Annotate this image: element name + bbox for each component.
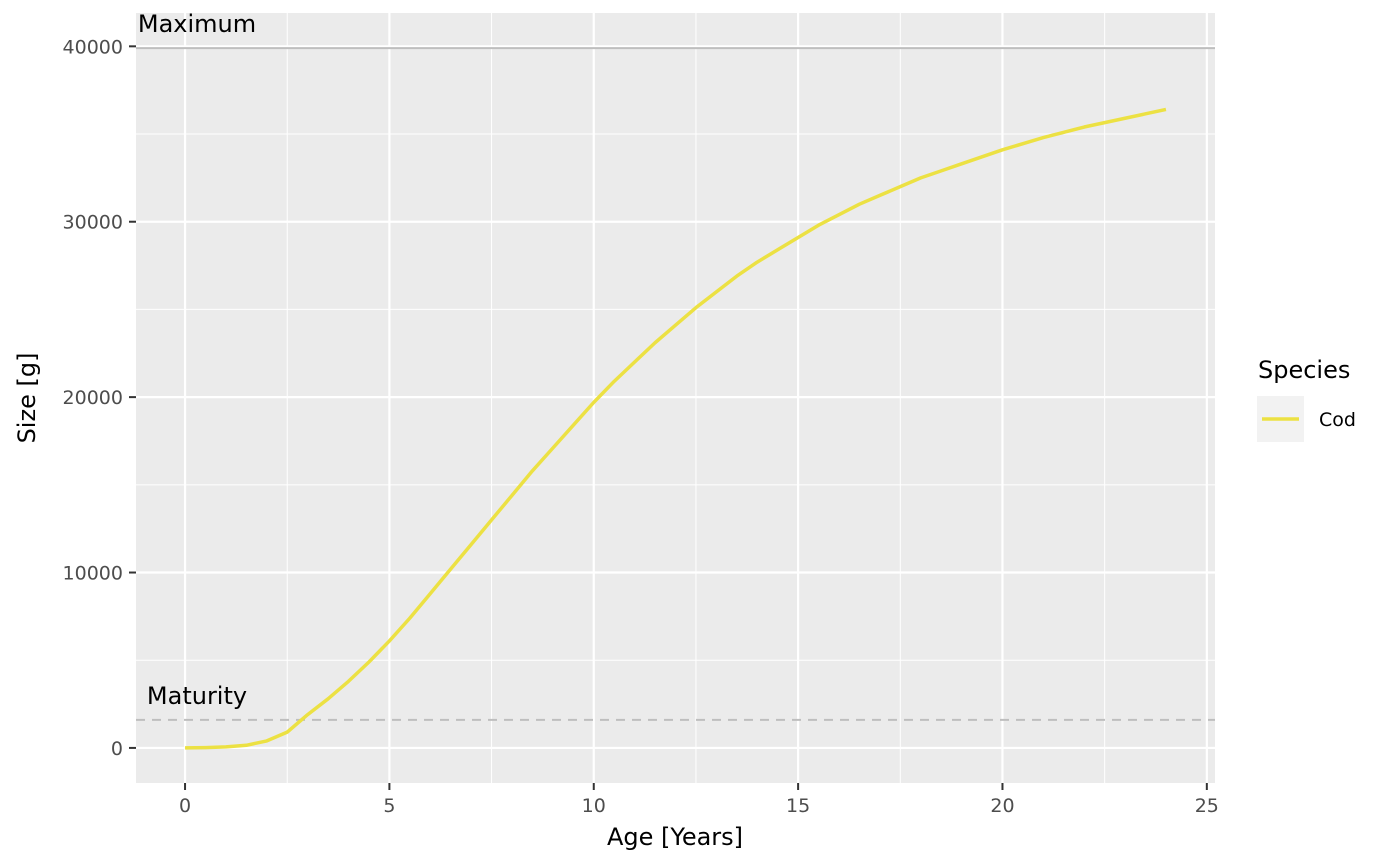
y-axis: 0 10000 20000 30000 40000 xyxy=(63,36,136,760)
y-tick-label: 30000 xyxy=(63,212,123,234)
x-axis-title: Age [Years] xyxy=(607,823,743,851)
x-tick-label: 10 xyxy=(582,795,606,817)
reference-label-maximum: Maximum xyxy=(138,10,256,38)
x-tick-label: 20 xyxy=(990,795,1014,817)
legend: Species Cod xyxy=(1257,356,1356,442)
reference-labels: Maximum Maturity xyxy=(138,10,256,710)
x-axis: 0 5 10 15 20 25 xyxy=(179,783,1219,817)
legend-items: Cod xyxy=(1257,396,1356,442)
y-axis-title: Size [g] xyxy=(13,353,41,444)
x-tick-label: 25 xyxy=(1195,795,1219,817)
y-tick-label: 10000 xyxy=(63,563,123,585)
major-gridlines xyxy=(136,13,1215,783)
y-tick-label: 40000 xyxy=(63,36,123,58)
y-tick-label: 20000 xyxy=(63,387,123,409)
x-tick-label: 15 xyxy=(786,795,810,817)
series-line-cod xyxy=(185,107,1167,750)
y-tick-label: 0 xyxy=(111,738,123,760)
x-tick-label: 0 xyxy=(179,795,191,817)
legend-label-cod: Cod xyxy=(1319,409,1356,431)
legend-title: Species xyxy=(1258,356,1350,384)
x-tick-label: 5 xyxy=(383,795,395,817)
reference-label-maturity: Maturity xyxy=(147,682,247,710)
series-lines xyxy=(185,107,1167,750)
reference-lines xyxy=(136,47,1215,721)
